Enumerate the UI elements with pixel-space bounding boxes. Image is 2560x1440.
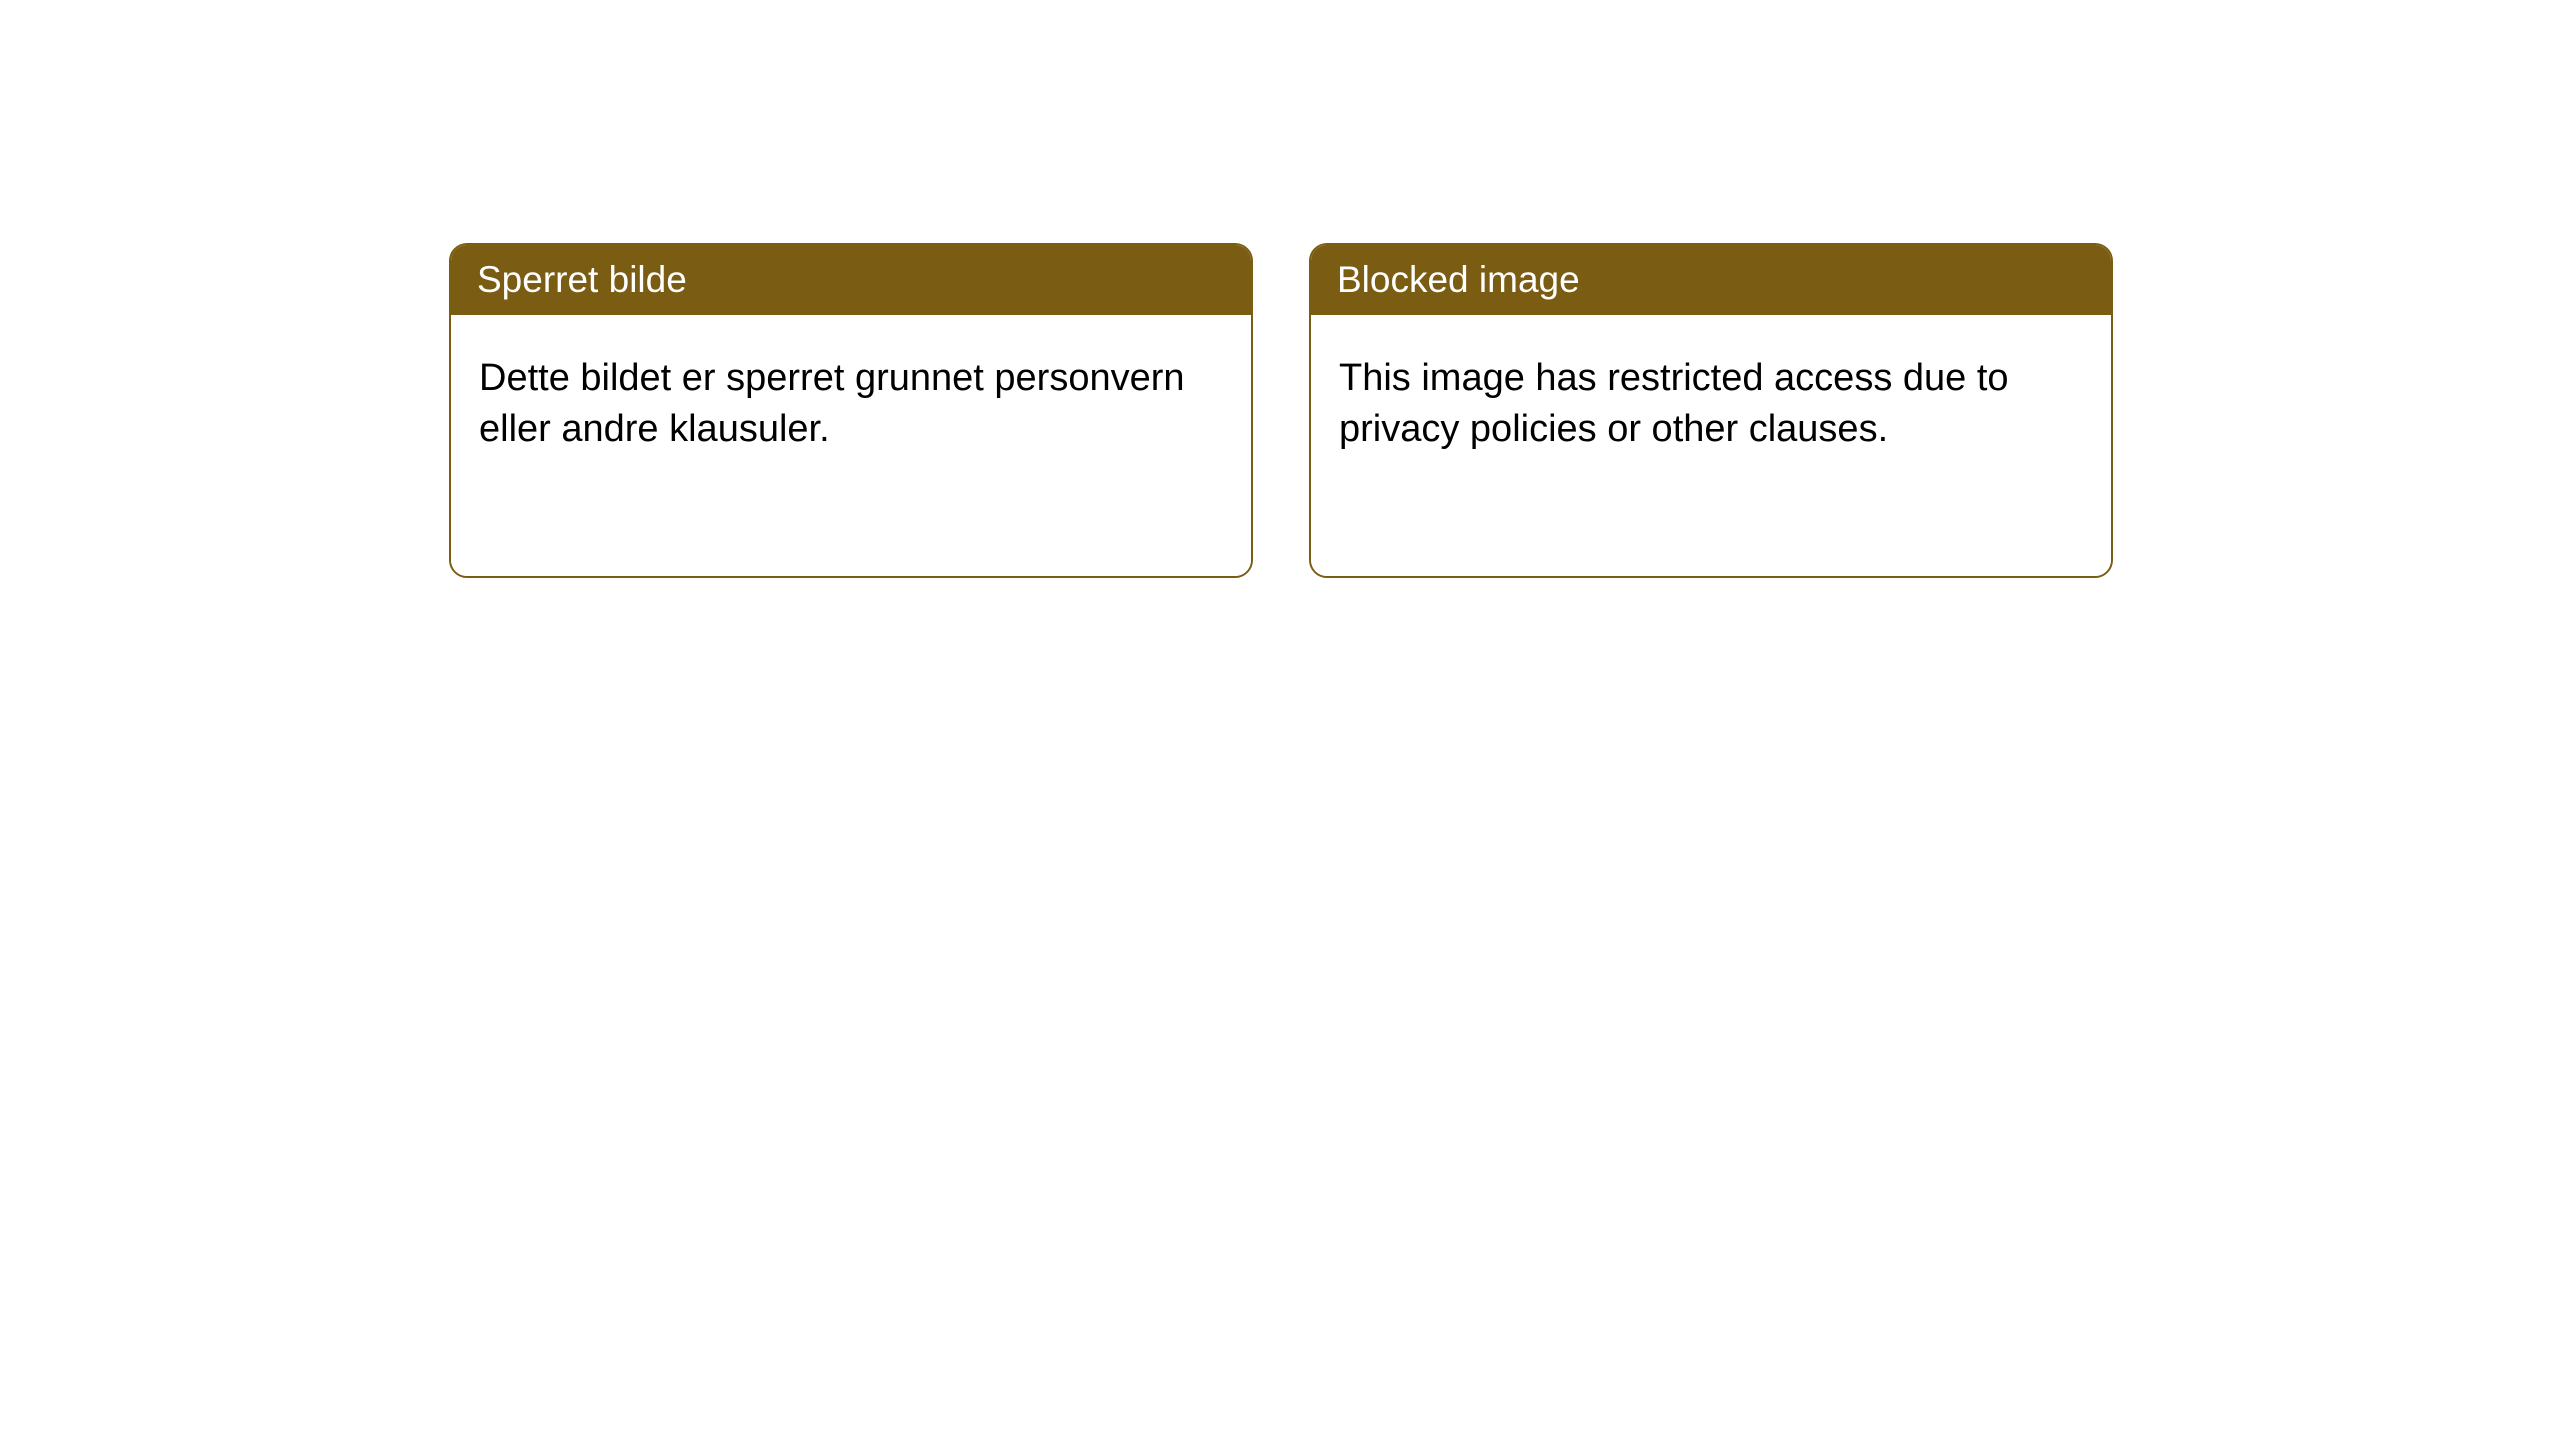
- card-message: This image has restricted access due to …: [1339, 353, 2083, 456]
- card-header: Blocked image: [1311, 245, 2111, 315]
- card-message: Dette bildet er sperret grunnet personve…: [479, 353, 1223, 456]
- card-header: Sperret bilde: [451, 245, 1251, 315]
- notice-cards-container: Sperret bilde Dette bildet er sperret gr…: [449, 243, 2113, 578]
- notice-card-english: Blocked image This image has restricted …: [1309, 243, 2113, 578]
- notice-card-norwegian: Sperret bilde Dette bildet er sperret gr…: [449, 243, 1253, 578]
- card-body: Dette bildet er sperret grunnet personve…: [451, 315, 1251, 576]
- card-title: Sperret bilde: [477, 259, 687, 300]
- card-title: Blocked image: [1337, 259, 1580, 300]
- card-body: This image has restricted access due to …: [1311, 315, 2111, 576]
